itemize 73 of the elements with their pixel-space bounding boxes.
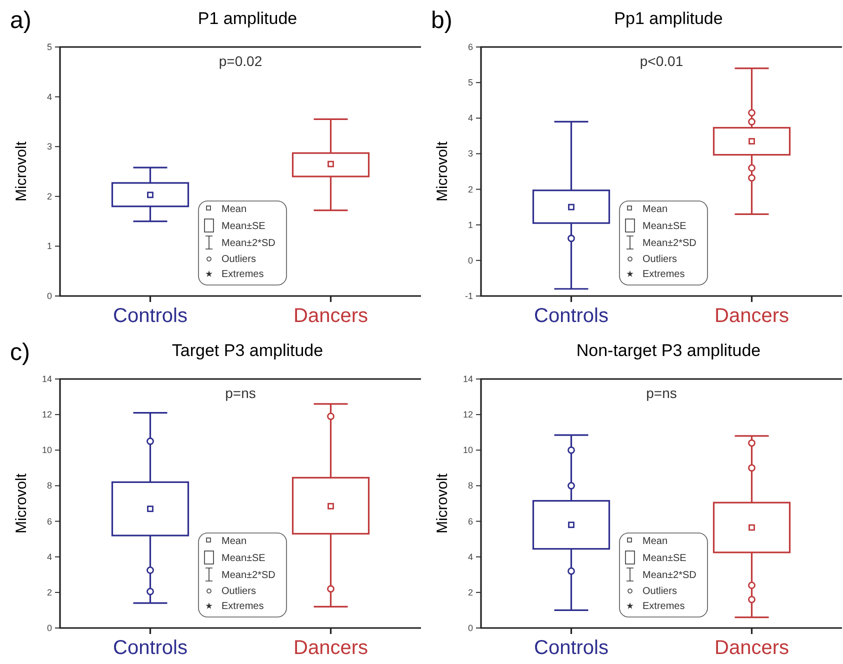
annotation: Mean±2*SD: [642, 570, 696, 581]
y-tick-label: 0: [468, 623, 473, 633]
x-tick-label: Controls: [113, 637, 188, 659]
y-tick-label: 12: [462, 410, 473, 420]
x-tick-label: Dancers: [714, 637, 789, 659]
annotation: Extremes: [642, 269, 685, 280]
annotation: Mean±2*SD: [642, 238, 696, 249]
annotation: Outliers: [222, 586, 256, 597]
annotation: Extremes: [222, 601, 264, 612]
chart-title: Target P3 amplitude: [172, 341, 324, 360]
text: a): [10, 7, 32, 34]
x-tick-label: Controls: [534, 305, 608, 327]
annotation: Mean: [642, 536, 668, 547]
y-tick-label: 10: [42, 445, 52, 456]
annotation: Outliers: [642, 254, 677, 265]
y-tick-label: 8: [46, 480, 52, 491]
y-tick-label: 8: [468, 480, 473, 491]
annotation: Extremes: [222, 269, 264, 280]
annotation: p=ns: [646, 385, 677, 401]
y-tick-label: 4: [46, 552, 52, 562]
y-tick-label: 4: [468, 113, 473, 124]
x-tick-label: Controls: [113, 305, 188, 327]
annotation: Mean±2*SD: [222, 238, 276, 249]
chart-title: Pp1 amplitude: [614, 9, 723, 28]
text: c): [10, 339, 30, 366]
annotation: Mean: [642, 204, 668, 215]
y-tick-label: 6: [468, 516, 473, 526]
y-tick-label: -1: [464, 291, 473, 301]
y-tick-label: 6: [46, 516, 52, 526]
chart-title: Non-target P3 amplitude: [576, 341, 761, 360]
text: b): [431, 7, 452, 34]
y-tick-label: 0: [46, 623, 52, 633]
y-tick-label: 1: [468, 220, 473, 230]
y-tick-label: 0: [46, 291, 52, 301]
annotation: p=ns: [225, 385, 256, 401]
y-tick-label: 12: [42, 410, 52, 420]
annotation: Outliers: [222, 254, 256, 265]
y-tick-label: 4: [46, 92, 52, 102]
annotation: Mean±SE: [222, 553, 266, 564]
annotation: Mean±SE: [222, 221, 266, 232]
y-tick-label: 6: [468, 42, 473, 52]
y-tick-label: 14: [42, 374, 52, 384]
annotation: p=0.02: [218, 53, 262, 69]
annotation: Mean±SE: [642, 221, 687, 232]
x-tick-label: Dancers: [294, 637, 368, 659]
annotation: Mean±2*SD: [222, 570, 276, 581]
annotation: Mean: [222, 536, 247, 547]
y-tick-label: 10: [462, 445, 473, 456]
y-axis-title: Microvolt: [434, 140, 451, 202]
y-tick-label: 2: [468, 587, 473, 598]
y-tick-label: 14: [462, 374, 473, 384]
annotation: Extremes: [642, 601, 685, 612]
y-axis-title: Microvolt: [13, 472, 30, 534]
y-axis-title: Microvolt: [13, 140, 30, 202]
y-tick-label: 4: [468, 552, 473, 562]
y-tick-label: 5: [468, 78, 473, 88]
y-axis-title: Microvolt: [434, 472, 451, 534]
annotation: Outliers: [642, 586, 677, 597]
y-tick-label: 2: [46, 191, 52, 202]
chart-title: P1 amplitude: [198, 9, 298, 28]
y-tick-label: 3: [46, 142, 52, 152]
y-tick-label: 0: [468, 255, 473, 266]
x-tick-label: Controls: [534, 637, 608, 659]
y-tick-label: 2: [468, 184, 473, 194]
annotation: Mean±SE: [642, 553, 687, 564]
y-tick-label: 5: [46, 42, 52, 52]
y-tick-label: 1: [46, 241, 52, 252]
annotation: Mean: [222, 204, 247, 215]
x-tick-label: Dancers: [714, 305, 789, 327]
y-tick-label: 2: [46, 587, 52, 598]
annotation: p<0.01: [640, 53, 684, 69]
y-tick-label: 3: [468, 148, 473, 159]
x-tick-label: Dancers: [294, 305, 368, 327]
